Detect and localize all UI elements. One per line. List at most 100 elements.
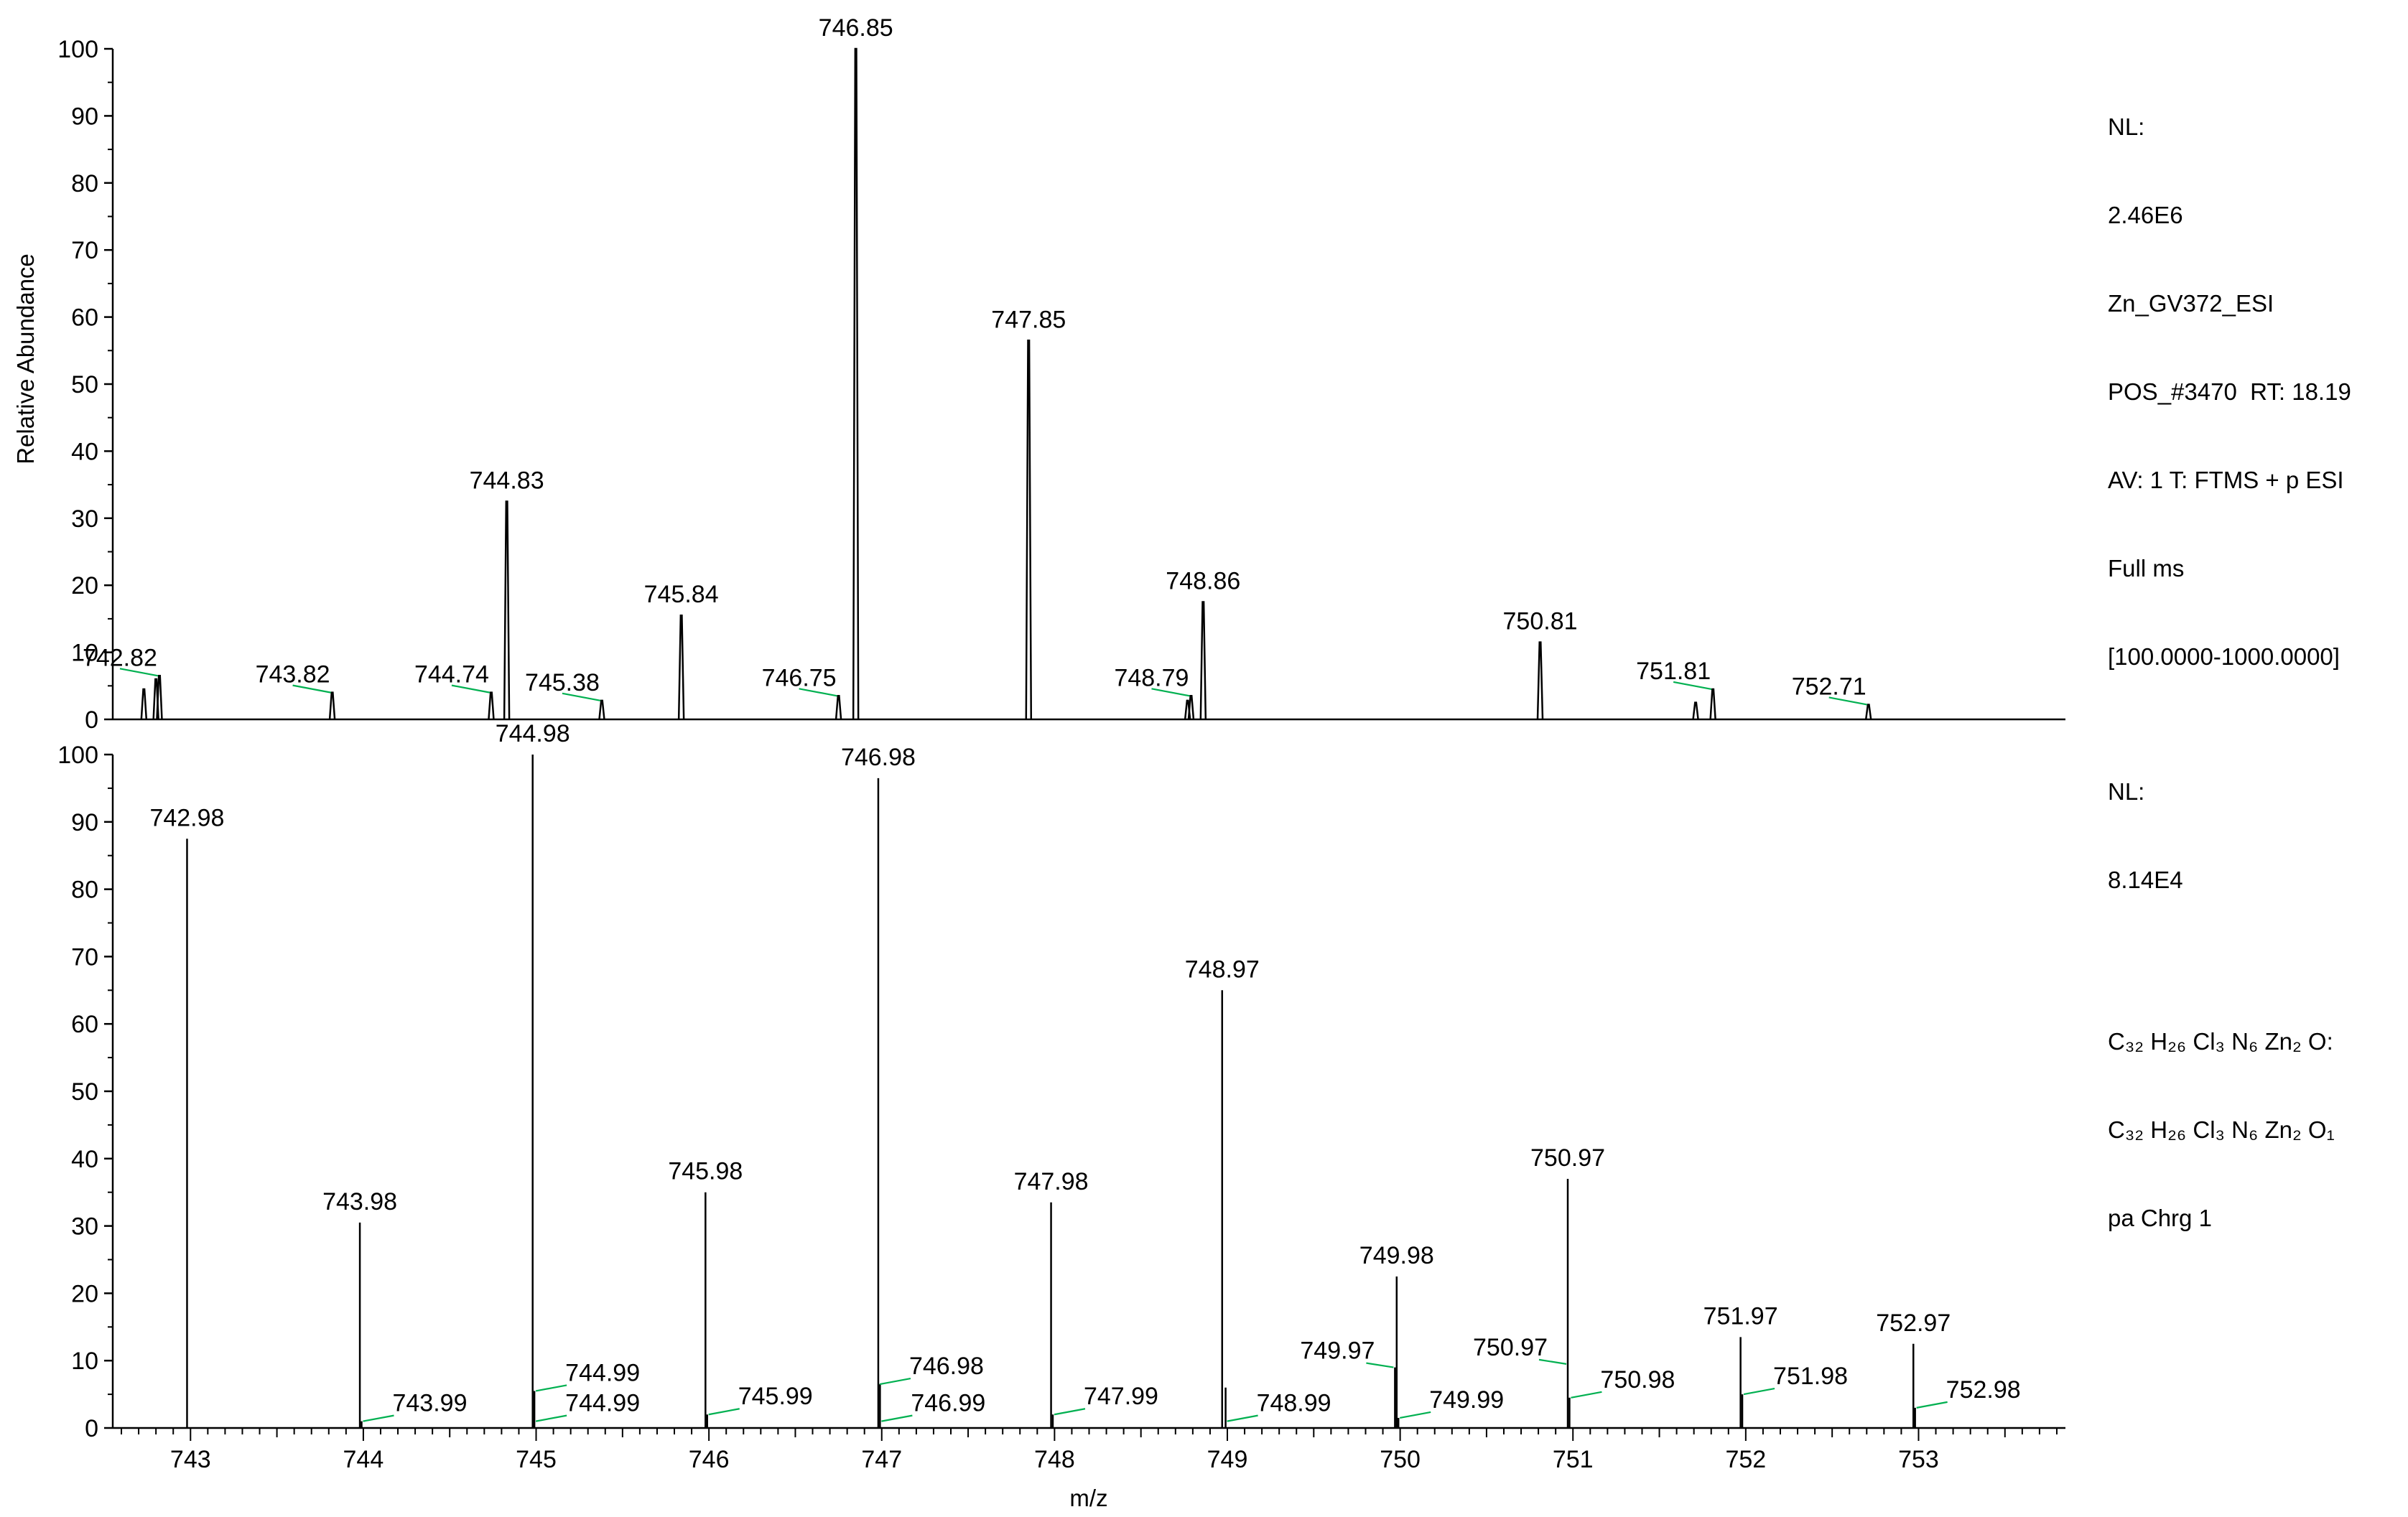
spectrum-peak	[140, 688, 148, 720]
peak-label: 742.82	[83, 644, 157, 671]
formula-line: C₃₂ H₂₆ Cl₃ N₆ Zn₂ O₁	[2108, 1116, 2335, 1143]
label-leader-line	[881, 1414, 913, 1422]
peak-label: 743.99	[392, 1390, 467, 1417]
label-leader-line	[1743, 1388, 1775, 1396]
peak-label: 744.83	[470, 467, 544, 494]
info-line: AV: 1 T: FTMS + p ESI	[2108, 467, 2344, 493]
peak-label: 747.99	[1084, 1383, 1158, 1410]
label-leader-line	[1366, 1362, 1394, 1368]
y-tick-label: 0	[85, 706, 98, 734]
peak-label: 746.98	[841, 744, 916, 771]
y-tick-label: 80	[71, 170, 98, 197]
peak-label: 744.99	[565, 1390, 640, 1417]
peak-label: 742.98	[149, 804, 224, 831]
label-leader-line	[1828, 696, 1867, 706]
spectrum-peak	[1187, 695, 1195, 720]
info-spacer	[2108, 953, 2335, 968]
peak-label: 751.98	[1773, 1363, 1848, 1390]
spectrum-peak	[1025, 340, 1033, 720]
y-tick-label: 60	[71, 1011, 98, 1038]
info-line: Zn_GV372_ESI	[2108, 290, 2274, 317]
peak-label: 747.85	[991, 306, 1066, 333]
peak-label: 752.97	[1876, 1310, 1951, 1337]
y-tick-label: 90	[71, 809, 98, 836]
y-tick-label: 100	[57, 742, 98, 769]
y-tick-label: 40	[71, 1146, 98, 1173]
y-tick-label: 70	[71, 237, 98, 264]
spectrum-peak	[835, 695, 842, 720]
x-tick-label: 749	[1207, 1446, 1248, 1473]
y-tick-label: 60	[71, 304, 98, 332]
label-leader-line	[708, 1408, 740, 1416]
label-leader-line	[292, 684, 331, 694]
info-line: NL:	[2108, 778, 2145, 805]
top-panel: 0 10 20 30 40 50 60 70 80 90 100 742.82 743.82 744.74…	[57, 14, 2065, 734]
info-line: Full ms	[2108, 555, 2185, 582]
label-leader-line	[535, 1384, 567, 1392]
y-tick-label: 20	[71, 1280, 98, 1307]
peak-label: 749.98	[1359, 1242, 1434, 1269]
peak-label: 749.99	[1429, 1386, 1504, 1414]
label-leader-line	[1227, 1414, 1258, 1422]
label-leader-line	[1916, 1401, 1948, 1409]
spectrum-peak	[488, 691, 495, 720]
y-tick-label: 10	[71, 640, 98, 667]
peak-label: 752.98	[1946, 1376, 2021, 1404]
peak-label: 743.82	[256, 661, 330, 689]
peak-label: 750.81	[1503, 608, 1578, 635]
peak-label: 744.98	[496, 720, 570, 747]
x-tick-label: 746	[689, 1446, 730, 1473]
peak-label: 746.75	[762, 664, 837, 691]
peak-label: 751.97	[1703, 1302, 1778, 1330]
spectrum-peak	[852, 47, 860, 720]
peak-label: 744.99	[565, 1359, 640, 1386]
y-tick-label: 50	[71, 371, 98, 398]
label-leader-line	[451, 684, 491, 694]
peak-label: 745.38	[525, 669, 600, 696]
spectrum-peak	[503, 500, 511, 720]
peak-label: 746.98	[909, 1353, 984, 1380]
spectrum-peak	[328, 691, 336, 720]
label-leader-line	[562, 692, 601, 701]
label-leader-line	[119, 668, 159, 677]
y-tick-label: 90	[71, 103, 98, 130]
peak-label: 745.84	[644, 581, 719, 608]
x-tick-label: 751	[1553, 1446, 1594, 1473]
x-tick-label: 743	[170, 1446, 211, 1473]
y-tick-label: 30	[71, 505, 98, 533]
peak-label: 748.79	[1114, 664, 1189, 691]
x-axis-label: m/z	[1069, 1485, 1108, 1511]
spectrum-peak	[1709, 688, 1716, 720]
spectrum-peak	[156, 675, 163, 720]
y-tick-label: 100	[57, 36, 98, 63]
info-line: 2.46E6	[2108, 202, 2183, 228]
x-tick-label: 753	[1898, 1446, 1939, 1473]
bottom-panel: 0 10 20 30 40 50 60 70 80 90 100 743 744 745 746 747 748…	[57, 720, 2065, 1473]
peak-label: 745.98	[668, 1158, 743, 1185]
label-leader-line	[1571, 1391, 1602, 1399]
x-tick-label: 744	[343, 1446, 384, 1473]
x-tick-label: 748	[1034, 1446, 1075, 1473]
bottom-panel-info: NL: 8.14E4 C₃₂ H₂₆ Cl₃ N₆ Zn₂ O: C₃₂ H₂₆…	[2108, 718, 2335, 1262]
y-tick-label: 50	[71, 1078, 98, 1106]
peak-label: 750.97	[1530, 1144, 1605, 1172]
y-tick-label: 10	[71, 1348, 98, 1375]
y-tick-label: 80	[71, 877, 98, 904]
y-tick-label: 30	[71, 1213, 98, 1241]
label-leader-line	[1151, 688, 1190, 697]
peak-label: 752.71	[1792, 673, 1867, 700]
info-line: [100.0000-1000.0000]	[2108, 643, 2340, 670]
label-leader-line	[1400, 1411, 1431, 1419]
y-tick-label: 70	[71, 943, 98, 971]
label-leader-line	[879, 1377, 911, 1386]
label-leader-line	[363, 1414, 394, 1422]
label-leader-line	[1054, 1408, 1086, 1416]
peak-label: 745.99	[738, 1383, 813, 1410]
label-leader-line	[1673, 681, 1712, 691]
y-tick-label: 20	[71, 572, 98, 599]
spectrum-peak	[1536, 641, 1544, 720]
label-leader-line	[1538, 1358, 1567, 1365]
spectrum-peak	[677, 614, 685, 720]
info-line: NL:	[2108, 113, 2145, 140]
